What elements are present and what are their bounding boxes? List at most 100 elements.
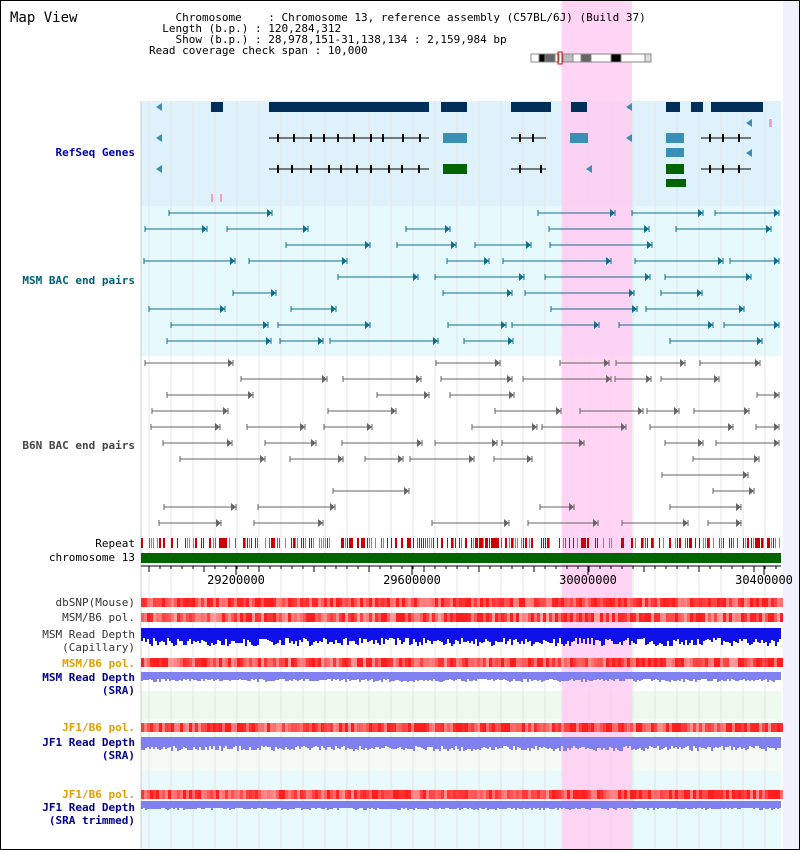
gene-model-a-exon [353, 134, 355, 142]
jf1-pol-heat [558, 723, 561, 732]
msm-depth-sra [191, 672, 193, 679]
msm-depth-sra [629, 672, 631, 679]
msm-pol-heat [351, 613, 354, 622]
msm-depth-sra [635, 672, 637, 682]
msm-depth-capillary [149, 628, 151, 644]
msm-depth-capillary [519, 628, 521, 644]
msm-depth-capillary [543, 628, 545, 640]
repeat-element [223, 538, 225, 548]
track-label-msm-bac[interactable]: MSM BAC end pairs [22, 274, 135, 287]
msm-depth-sra [475, 672, 477, 681]
msm-pol-heat [663, 613, 666, 622]
msm-pol2-heat [648, 658, 651, 667]
jf1-pol-heat [150, 723, 153, 732]
gene-model-b-exon [291, 165, 293, 173]
jf1-depth-trimmed [151, 801, 153, 809]
track-label-msm-depth-sra[interactable]: MSM Read Depth [42, 671, 135, 684]
jf1-depth-sra [451, 737, 453, 748]
jf1-pol2-heat [279, 790, 282, 799]
msm-depth-sra [171, 672, 173, 680]
repeat-element [517, 538, 518, 548]
msm-depth-capillary [693, 628, 695, 645]
dbsnp-heat [414, 598, 417, 607]
repeat-element [721, 538, 722, 548]
repeat-element [651, 538, 653, 548]
msm-depth-sra [699, 672, 701, 680]
msm-depth-sra [203, 672, 205, 681]
msm-depth-capillary [613, 628, 615, 644]
track-label-repeat[interactable]: Repeat [95, 537, 135, 550]
repeat-element [761, 538, 763, 548]
msm-pol2-heat [489, 658, 492, 667]
jf1-depth-sra [397, 737, 399, 748]
repeat-element [635, 538, 636, 548]
b6n-bac-arrow [223, 407, 228, 415]
msm-pol2-heat [636, 658, 639, 667]
jf1-depth-sra [443, 737, 445, 749]
msm-depth-sra [349, 672, 351, 681]
repeat-element [751, 538, 752, 548]
dbsnp-heat [159, 598, 162, 607]
track-label-msm-depth-capillary[interactable]: MSM Read Depth [42, 628, 135, 641]
track-label-b6n-bac[interactable]: B6N BAC end pairs [22, 439, 135, 452]
jf1-pol-heat [516, 723, 519, 732]
b6n-bac-arrow [398, 455, 403, 463]
jf1-depth-sra [637, 737, 639, 749]
msm-depth-sra [397, 672, 399, 680]
dbsnp-heat [357, 598, 360, 607]
msm-depth-capillary [667, 628, 669, 641]
gene-mid-1 [443, 133, 467, 143]
jf1-depth-sra [561, 737, 563, 746]
track-label-jf1-b6-pol-1[interactable]: JF1/B6 pol. [62, 721, 135, 734]
jf1-depth-sra [581, 737, 583, 747]
msm-pol2-heat [564, 658, 567, 667]
jf1-pol2-heat [777, 790, 780, 799]
jf1-pol2-heat [288, 790, 291, 799]
msm-depth-capillary [479, 628, 481, 642]
gene-model-f-exon [738, 165, 740, 173]
msm-pol2-heat [159, 658, 162, 667]
track-label-msm-b6-pol-1[interactable]: MSM/B6 pol. [62, 611, 135, 624]
jf1-depth-trimmed [367, 801, 369, 808]
track-label-jf1-depth-trimmed[interactable]: JF1 Read Depth [42, 801, 135, 814]
msm-depth-sra [153, 672, 155, 682]
repeat-element [663, 538, 664, 548]
msm-depth-capillary [235, 628, 237, 643]
track-label-jf1-b6-pol-2[interactable]: JF1/B6 pol. [62, 788, 135, 801]
repeat-element [141, 538, 143, 548]
jf1-depth-trimmed [471, 801, 473, 809]
dbsnp-heat [765, 598, 768, 607]
msm-depth-sra [143, 672, 145, 680]
track-label-jf1-depth-sra[interactable]: JF1 Read Depth [42, 736, 135, 749]
jf1-pol2-heat [561, 790, 564, 799]
msm-depth-capillary [723, 628, 725, 641]
repeat-element [573, 538, 574, 548]
jf1-pol-heat [246, 723, 249, 732]
msm-depth-capillary [191, 628, 193, 644]
jf1-depth-trimmed [465, 801, 467, 808]
track-label-msm-b6-pol-2[interactable]: MSM/B6 pol. [62, 657, 135, 670]
track-label-refseq[interactable]: RefSeq Genes [55, 146, 135, 159]
msm-pol2-heat [153, 658, 156, 667]
msm-depth-sra [611, 672, 613, 680]
chromosome-bar [141, 553, 781, 563]
jf1-depth-trimmed [607, 801, 609, 810]
repeat-element [513, 538, 514, 548]
msm-depth-sra [209, 672, 211, 680]
msm-depth-sra [661, 672, 663, 680]
jf1-pol-heat [420, 723, 423, 732]
msm-depth-sra [653, 672, 655, 680]
msm-pol2-heat [582, 658, 585, 667]
repeat-element [609, 538, 610, 548]
msm-depth-capillary [473, 628, 475, 644]
track-label-chromosome[interactable]: chromosome 13 [48, 551, 135, 564]
msm-depth-sra [269, 672, 271, 681]
jf1-depth-sra [701, 737, 703, 748]
msm-pol2-heat [753, 658, 756, 667]
msm-pol-heat [285, 613, 288, 622]
repeat-element [581, 538, 583, 548]
track-label-dbsnp[interactable]: dbSNP(Mouse) [55, 596, 135, 609]
dbsnp-heat [210, 598, 213, 607]
jf1-depth-trimmed [429, 801, 431, 808]
